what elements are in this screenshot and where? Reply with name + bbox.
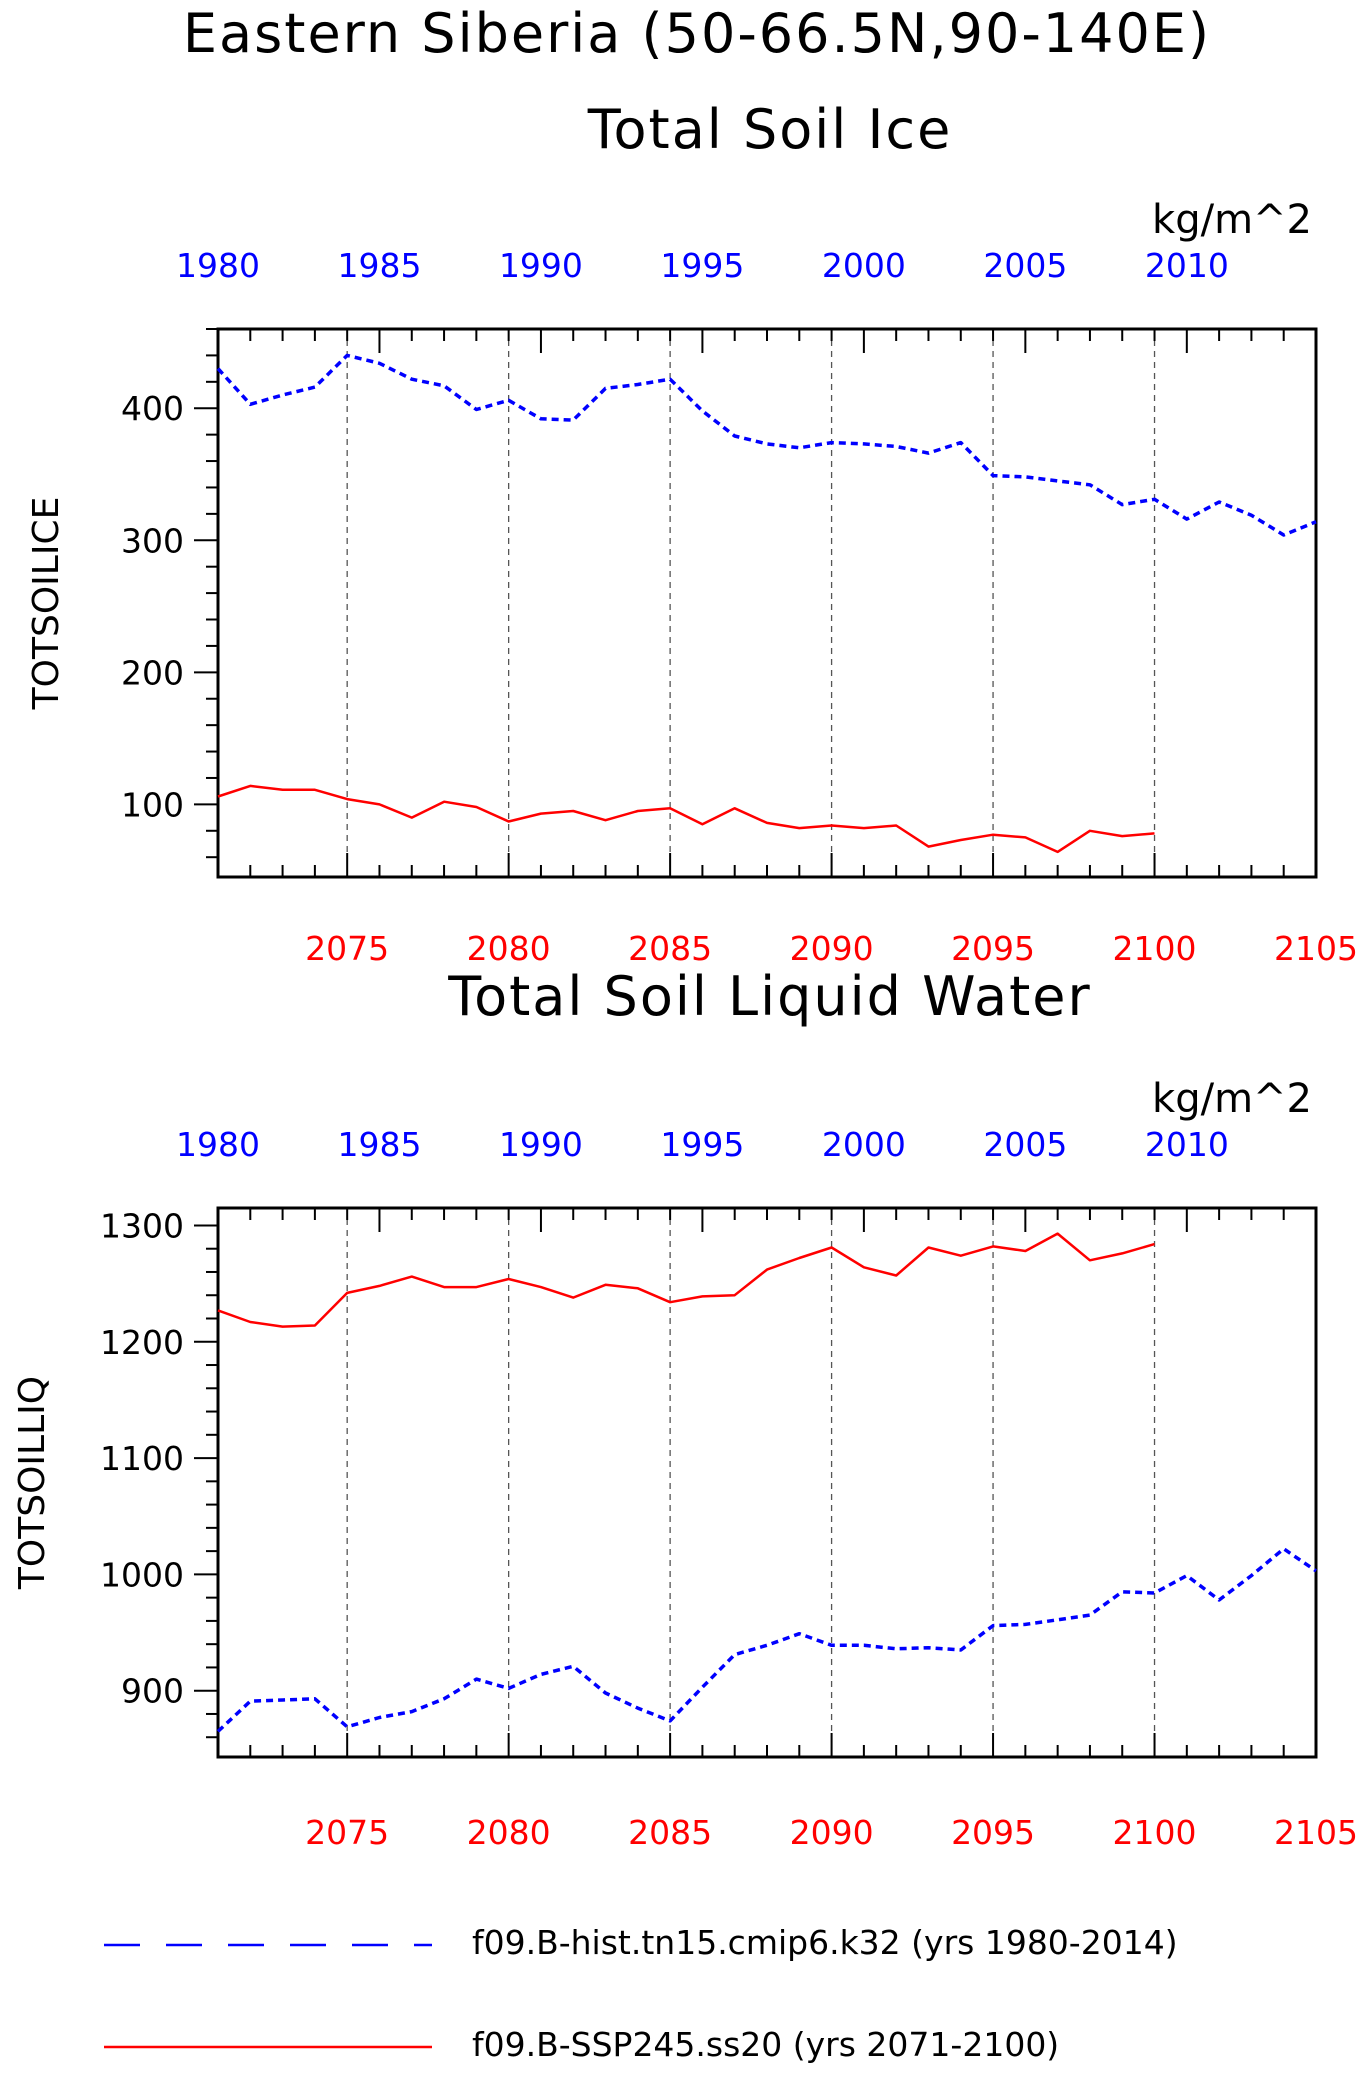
x-tick-label-bottom: 2100 xyxy=(1113,1813,1197,1852)
panel-total-soil-ice: Total Soil Ice kg/m^2 TOTSOILICE 2075 2080 20… xyxy=(26,98,1358,968)
panel-total-soil-liquid-water: Total Soil Liquid Water kg/m^2 TOTSOILLIQ 2… xyxy=(12,965,1358,1852)
y-tick-label: 100 xyxy=(121,785,184,824)
plot-frame xyxy=(216,327,1318,879)
x-tick-label-bottom: 2095 xyxy=(951,1813,1035,1852)
x-tick-label-bottom: 2095 xyxy=(951,929,1035,968)
x-tick-label-top: 1995 xyxy=(660,246,744,285)
x-tick-label-top: 2000 xyxy=(822,246,906,285)
y-tick-label: 400 xyxy=(121,389,184,428)
x-tick-label-bottom: 2085 xyxy=(628,1813,712,1852)
x-tick-label-top: 1980 xyxy=(176,1125,260,1164)
y-axis-label: TOTSOILICE xyxy=(26,497,67,711)
y-tick-label: 1200 xyxy=(100,1323,184,1362)
series-ssp-line xyxy=(217,784,1155,854)
x-tick-label-bottom: 2075 xyxy=(305,929,389,968)
x-tick-label-top: 1980 xyxy=(176,246,260,285)
plot-frame xyxy=(216,1206,1318,1759)
x-tick-label-top: 1990 xyxy=(499,1125,583,1164)
y-tick-label: 300 xyxy=(121,521,184,560)
y-tick-label: 1000 xyxy=(100,1555,184,1594)
series-ssp-line xyxy=(217,1232,1155,1328)
x-tick-label-bottom: 2075 xyxy=(305,1813,389,1852)
x-tick-label-bottom: 2105 xyxy=(1274,1813,1358,1852)
x-tick-label-top: 2010 xyxy=(1145,1125,1229,1164)
y-tick-label: 900 xyxy=(121,1672,184,1711)
x-tick-label-top: 1985 xyxy=(337,246,421,285)
legend-label: f09.B-SSP245.ss20 (yrs 2071-2100) xyxy=(472,2025,1059,2064)
x-tick-label-bottom: 2105 xyxy=(1274,929,1358,968)
x-tick-label-bottom: 2080 xyxy=(467,929,551,968)
series-hist-line xyxy=(216,353,1317,537)
panel-title: Total Soil Liquid Water xyxy=(447,965,1091,1028)
x-tick-label-bottom: 2090 xyxy=(790,929,874,968)
x-tick-label-top: 1995 xyxy=(660,1125,744,1164)
y-tick-label: 200 xyxy=(121,653,184,692)
x-tick-label-top: 2000 xyxy=(822,1125,906,1164)
x-tick-label-top: 1985 xyxy=(337,1125,421,1164)
series-hist-line xyxy=(216,1547,1317,1733)
y-tick-label: 1300 xyxy=(100,1206,184,1245)
legend: f09.B-hist.tn15.cmip6.k32 (yrs 1980-2014… xyxy=(104,1923,1178,2064)
x-tick-label-bottom: 2085 xyxy=(628,929,712,968)
y-axis-label: TOTSOILLIQ xyxy=(12,1376,53,1590)
x-tick-label-bottom: 2080 xyxy=(467,1813,551,1852)
x-tick-label-bottom: 2090 xyxy=(790,1813,874,1852)
legend-label: f09.B-hist.tn15.cmip6.k32 (yrs 1980-2014… xyxy=(472,1923,1178,1962)
x-tick-label-top: 1990 xyxy=(499,246,583,285)
panel-title: Total Soil Ice xyxy=(587,98,953,161)
x-tick-label-top: 2010 xyxy=(1145,246,1229,285)
x-tick-label-top: 2005 xyxy=(983,246,1067,285)
y-tick-label: 1100 xyxy=(100,1439,184,1478)
x-tick-label-bottom: 2100 xyxy=(1113,929,1197,968)
units-label: kg/m^2 xyxy=(1152,197,1312,243)
units-label: kg/m^2 xyxy=(1152,1076,1312,1122)
figure-title: Eastern Siberia (50-66.5N,90-140E) xyxy=(183,2,1211,65)
x-tick-label-top: 2005 xyxy=(983,1125,1067,1164)
